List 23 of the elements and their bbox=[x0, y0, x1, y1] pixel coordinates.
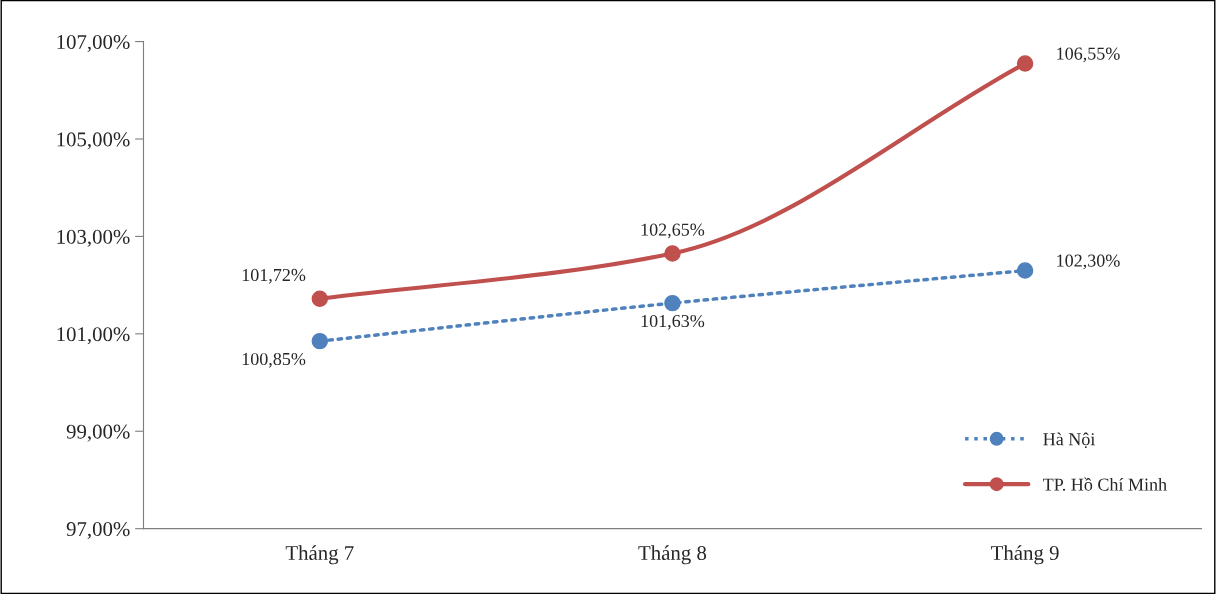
legend-label: Hà Nội bbox=[1043, 432, 1096, 449]
point bbox=[664, 294, 681, 312]
y-tick-label: 99,00% bbox=[66, 424, 130, 442]
y-tick-label: 101,00% bbox=[57, 327, 130, 345]
data-label: 101,72% bbox=[242, 268, 306, 284]
data-label: 101,63% bbox=[641, 314, 705, 330]
data-label: 102,30% bbox=[1057, 254, 1120, 270]
point bbox=[311, 332, 329, 350]
data-label: 102,65% bbox=[641, 223, 705, 239]
point bbox=[1016, 55, 1034, 72]
y-tick-label: 103,00% bbox=[57, 229, 130, 247]
x-tick-label: Tháng 9 bbox=[991, 545, 1059, 565]
y-tick-label: 107,00% bbox=[57, 34, 130, 53]
data-label: 106,55% bbox=[1057, 47, 1120, 63]
x-tick-label: Tháng 7 bbox=[285, 545, 354, 565]
data-label: 100,85% bbox=[242, 352, 306, 368]
point bbox=[664, 245, 681, 262]
y-tick-label: 105,00% bbox=[57, 132, 130, 150]
x-tick-label: Tháng 8 bbox=[638, 545, 707, 565]
point bbox=[311, 290, 329, 307]
y-tick-label: 97,00% bbox=[66, 522, 130, 540]
point bbox=[1016, 262, 1034, 279]
legend-label: TP. Hồ Chí Minh bbox=[1043, 477, 1167, 491]
